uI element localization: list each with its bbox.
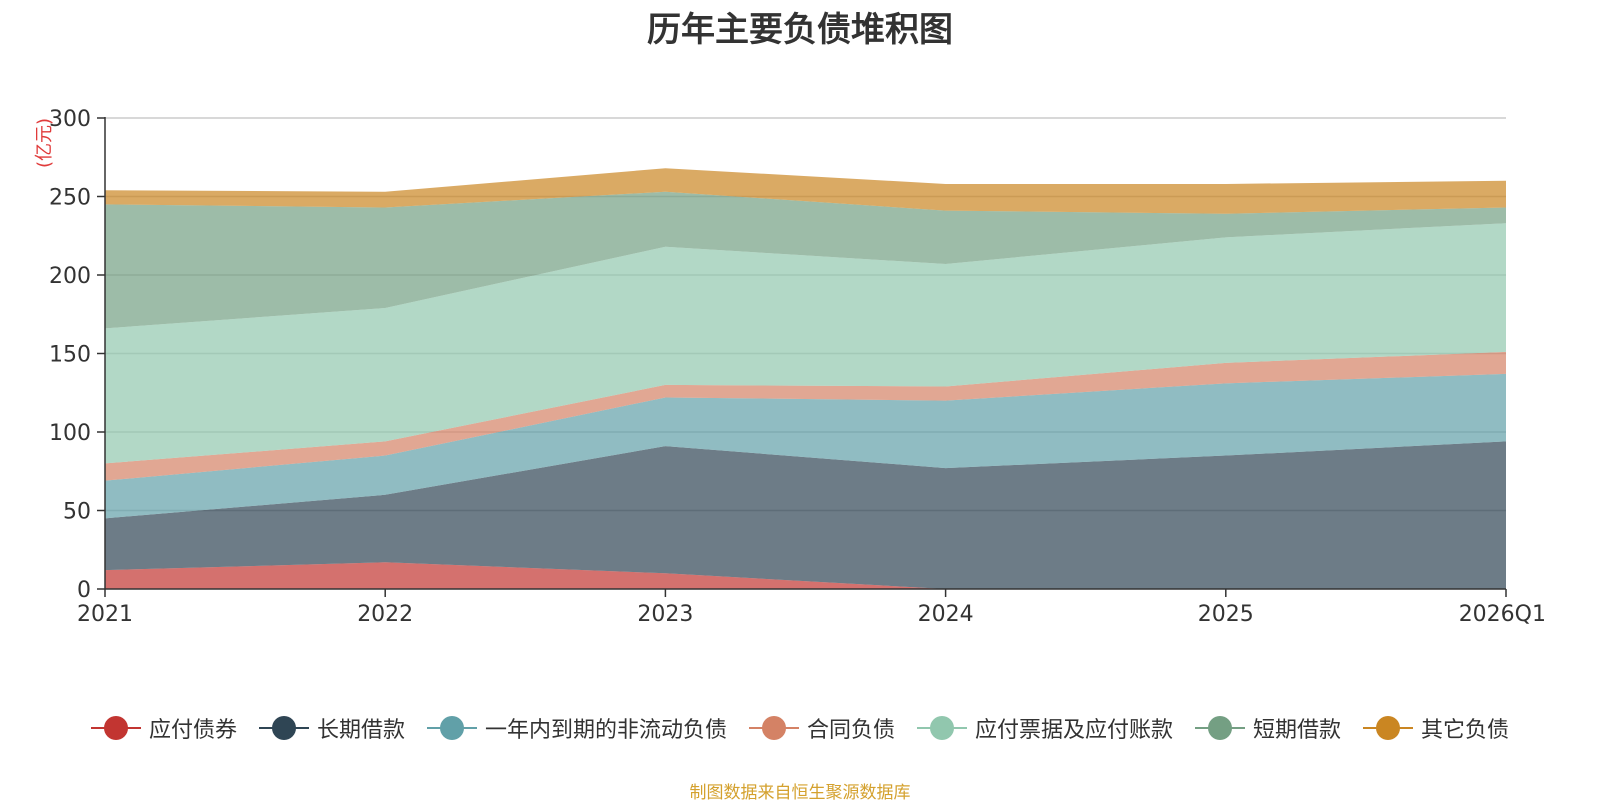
area-series <box>105 168 1506 589</box>
area-series-5 <box>105 191 1506 329</box>
area-series-3 <box>105 351 1506 481</box>
legend-marker-icon <box>426 715 477 741</box>
legend-label: 应付债券 <box>148 718 237 743</box>
legend-item-5[interactable]: 短期借款 <box>1195 712 1341 744</box>
legend-item-6[interactable]: 其它负债 <box>1363 712 1509 744</box>
y-axis-unit-label: (亿元) <box>34 118 55 168</box>
legend-label: 应付票据及应付账款 <box>975 718 1174 743</box>
y-tick-label: 50 <box>63 500 91 525</box>
legend-marker-icon <box>1195 715 1246 741</box>
x-tick-label: 2024 <box>918 602 974 627</box>
source-note: 制图数据来自恒生聚源数据库 <box>689 783 911 803</box>
legend-item-1[interactable]: 长期借款 <box>258 712 405 744</box>
legend-label: 其它负债 <box>1421 718 1510 743</box>
legend-item-0[interactable]: 应付债券 <box>90 712 237 744</box>
legend-label: 一年内到期的非流动负债 <box>484 718 727 743</box>
y-tick-label: 100 <box>49 421 91 446</box>
legend-item-2[interactable]: 一年内到期的非流动负债 <box>426 712 727 744</box>
legend-label: 合同负债 <box>806 718 895 743</box>
y-tick-label: 0 <box>77 578 91 603</box>
area-series-1 <box>105 441 1506 589</box>
legend-marker-icon <box>917 715 967 741</box>
axes <box>97 117 1507 597</box>
area-series-2 <box>105 373 1506 519</box>
area-series-4 <box>105 223 1506 464</box>
legend-marker-icon <box>1363 715 1414 741</box>
chart-title: 历年主要负债堆积图 <box>647 10 953 50</box>
axis-labels: 0 50 100 150 200 250 300 2021 2022 2023 2024 2025 20… <box>34 107 1546 627</box>
x-tick-label: 2023 <box>637 602 693 627</box>
x-tick-label: 2025 <box>1198 602 1254 627</box>
legend-marker-icon <box>90 715 141 741</box>
legend-label: 短期借款 <box>1253 718 1342 743</box>
area-series-6 <box>105 168 1506 214</box>
legend-item-3[interactable]: 合同负债 <box>748 712 895 744</box>
legend-item-4[interactable]: 应付票据及应付账款 <box>917 712 1173 744</box>
y-tick-label: 200 <box>49 264 91 289</box>
y-tick-label: 250 <box>49 186 91 211</box>
y-tick-label: 300 <box>49 107 91 132</box>
legend-marker-icon <box>258 715 309 741</box>
x-tick-label: 2026Q1 <box>1459 602 1546 627</box>
x-tick-label: 2022 <box>357 602 413 627</box>
area-series-0 <box>105 562 1506 589</box>
y-tick-label: 150 <box>49 343 91 368</box>
x-tick-label: 2021 <box>77 602 133 627</box>
legend-marker-icon <box>748 715 799 741</box>
legend: 应付债券 长期借款 一年内到期的非流动负债 合同负债 应付票据及应付账款 短期借款 其它负债 <box>0 712 1600 744</box>
legend-label: 长期借款 <box>316 718 405 743</box>
